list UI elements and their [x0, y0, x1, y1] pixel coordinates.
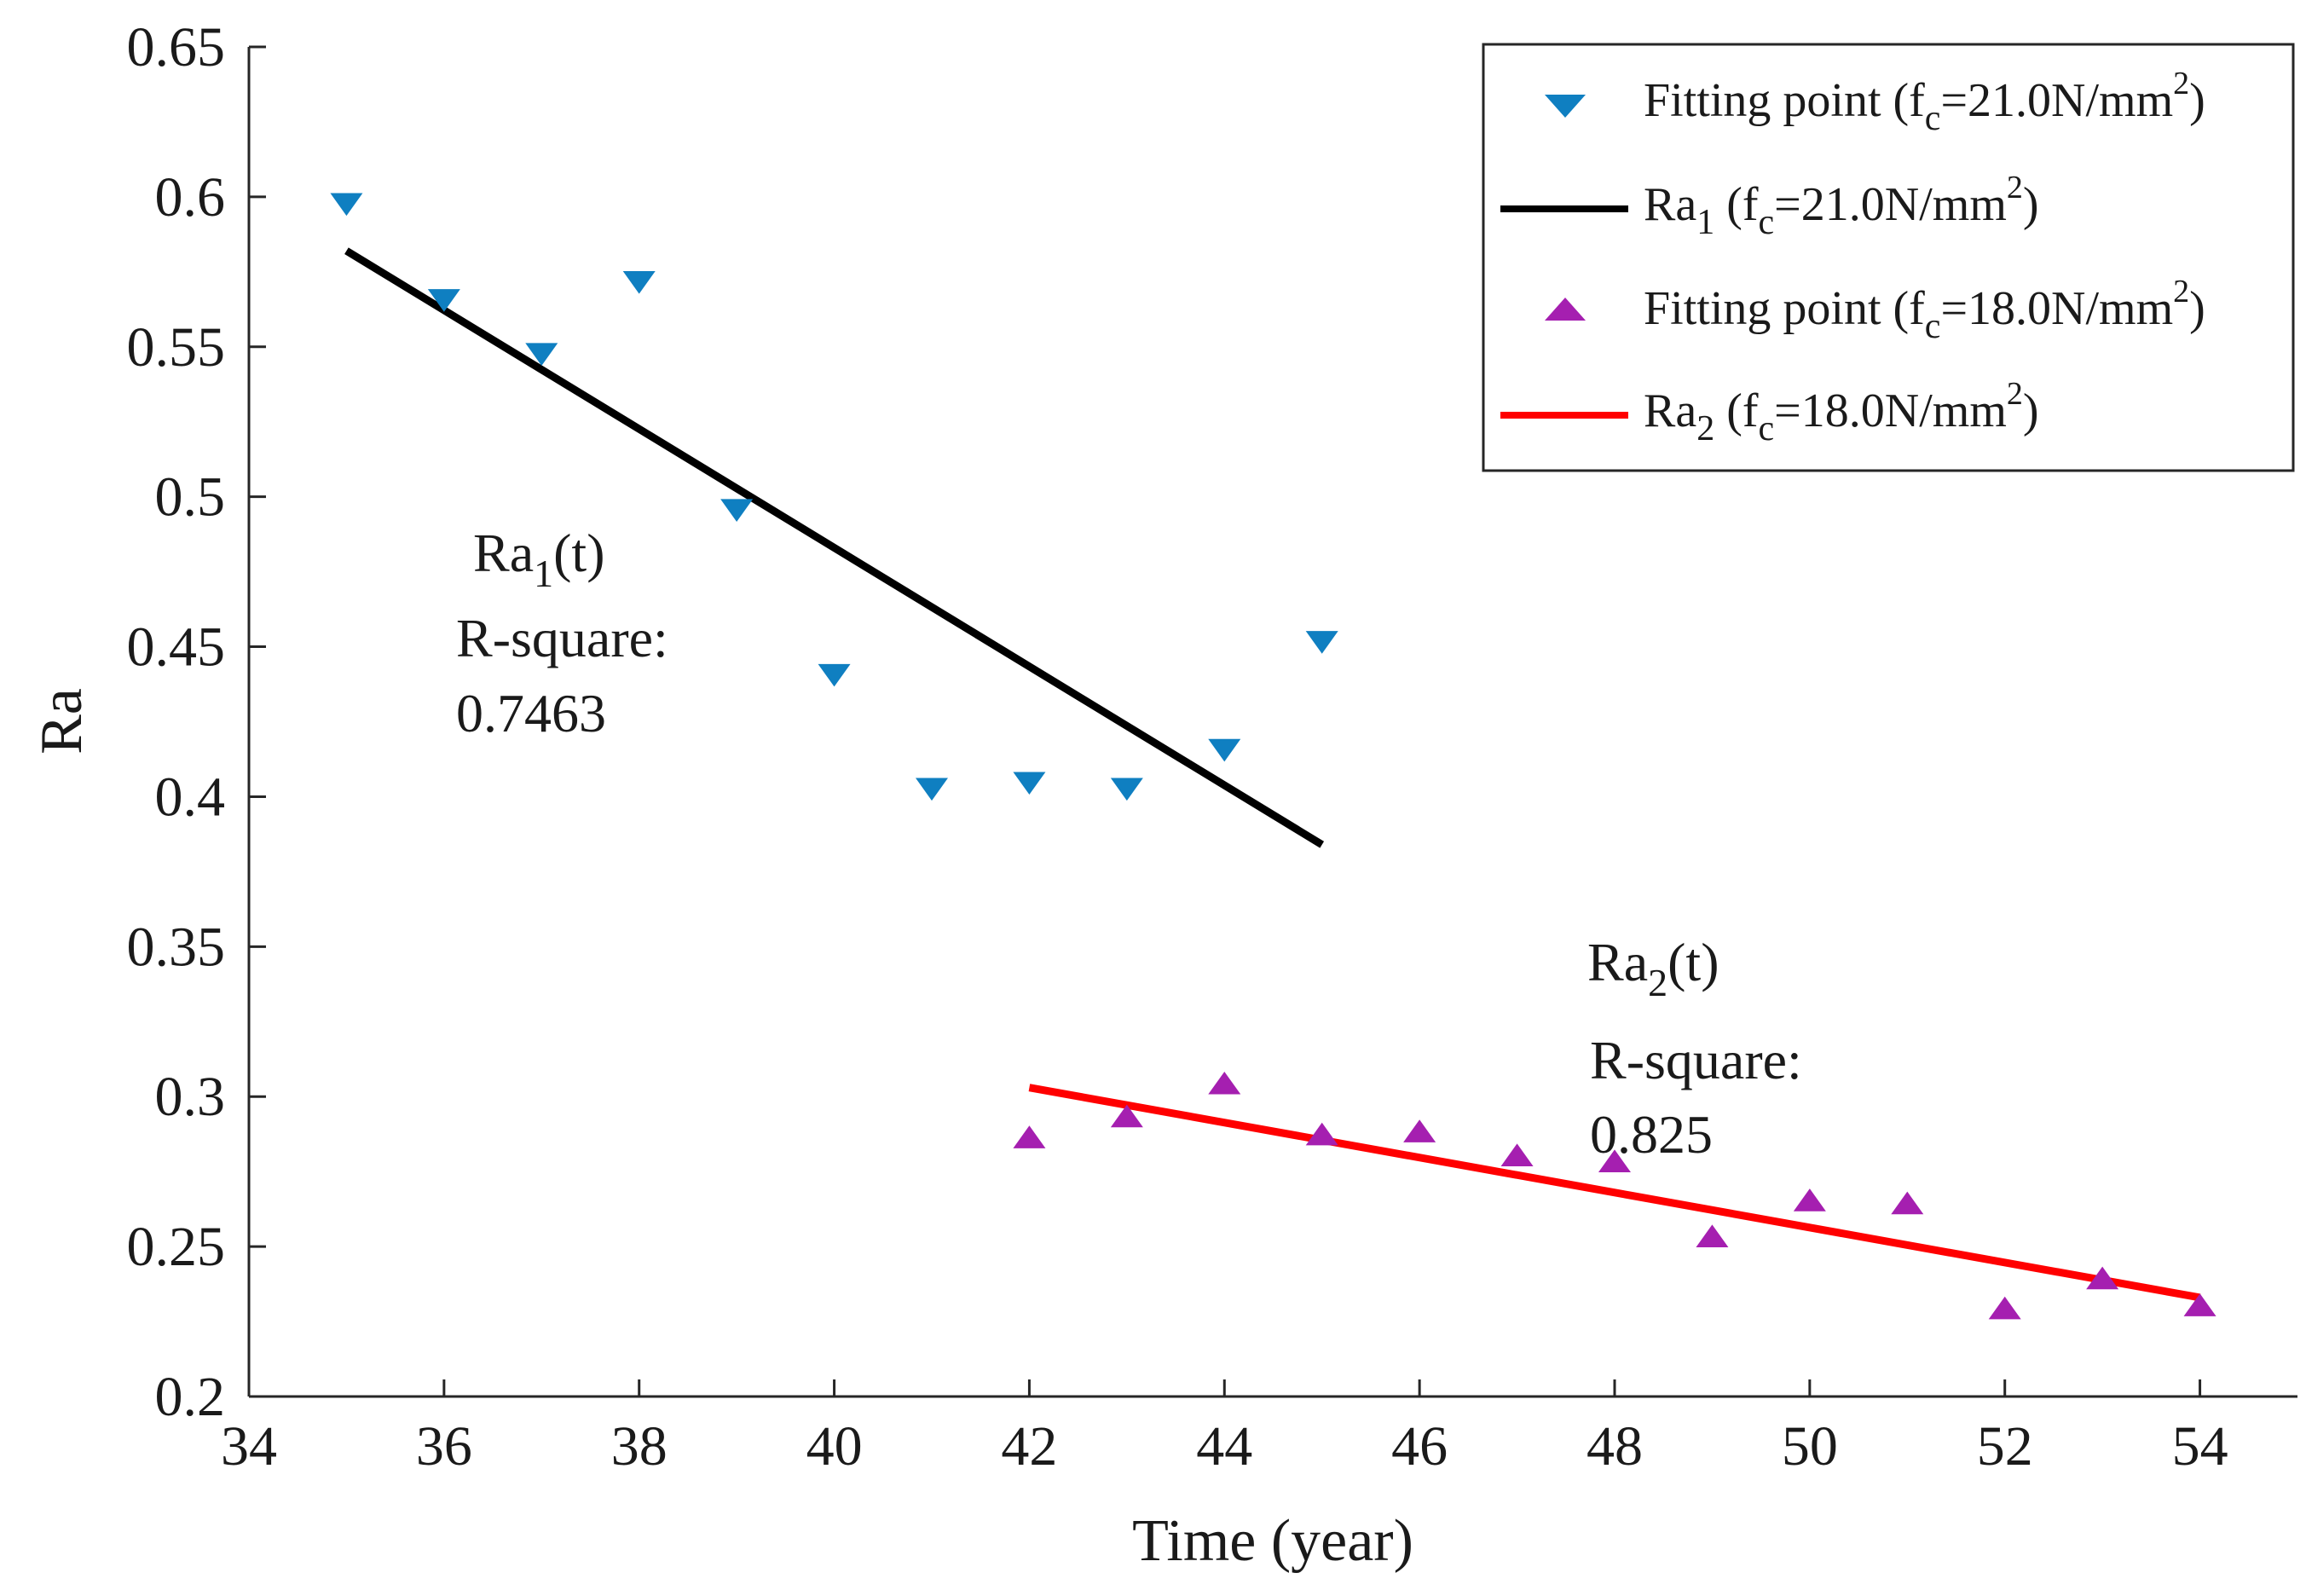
annotation-ra1-rsquare-value: 0.7463	[456, 683, 606, 743]
data-point-fc21	[330, 193, 363, 217]
y-axis-title: Ra	[29, 688, 95, 755]
fit-line-ra1	[344, 247, 1325, 848]
y-tick-label: 0.3	[155, 1066, 226, 1128]
y-tick-label: 0.2	[155, 1366, 226, 1428]
y-tick-label: 0.65	[127, 16, 226, 78]
data-point-fc18	[2086, 1266, 2119, 1290]
data-point-fc21	[622, 270, 656, 294]
annotation-ra2-title: Ra2(t)	[1587, 932, 1719, 1004]
data-point-fc18	[1793, 1188, 1826, 1211]
axes	[247, 47, 2297, 1398]
annotation-ra1-title: Ra1(t)	[473, 523, 605, 595]
x-tick-label: 34	[221, 1415, 277, 1477]
data-point-fc21	[916, 778, 948, 801]
fit-line-ra2	[1028, 1084, 2201, 1302]
x-tick-label: 52	[1977, 1415, 2033, 1477]
data-point-fc18	[1598, 1149, 1631, 1173]
data-point-fc21	[1110, 778, 1143, 801]
data-point-fc18	[2183, 1293, 2216, 1316]
legend-entry-3: Fitting point (fc=18.0N/mm2)	[1644, 274, 2205, 346]
x-tick-label: 54	[2172, 1415, 2228, 1477]
data-point-fc18	[1696, 1224, 1729, 1247]
data-point-fc21	[720, 499, 754, 522]
y-tick-label: 0.5	[155, 466, 226, 529]
data-point-fc21	[1013, 772, 1046, 795]
y-tick-label: 0.45	[127, 616, 226, 679]
legend-marker-triangle-up	[1545, 298, 1586, 321]
annotation-ra1: Ra1(t) R-square: 0.7463	[456, 523, 668, 743]
points	[330, 193, 2216, 1320]
x-tick-label: 50	[1782, 1415, 1838, 1477]
data-point-fc21	[1305, 631, 1338, 654]
fit-lines	[344, 247, 2201, 1302]
data-point-fc18	[1988, 1296, 2021, 1320]
x-tick-label: 40	[806, 1415, 863, 1477]
data-point-fc18	[1110, 1104, 1143, 1128]
data-point-fc21	[818, 663, 851, 687]
data-point-fc21	[427, 289, 460, 312]
legend-entry-2: Ra1 (fc=21.0N/mm2)	[1644, 170, 2039, 242]
legend-entry-1: Fitting point (fc=21.0N/mm2)	[1644, 66, 2205, 138]
data-point-fc18	[1013, 1125, 1046, 1148]
legend-entry-4: Ra2 (fc=18.0N/mm2)	[1644, 376, 2039, 448]
y-tick-label: 0.6	[155, 166, 226, 228]
legend-marker-triangle-down	[1545, 95, 1586, 118]
legend: Fitting point (fc=21.0N/mm2) Ra1 (fc=21.…	[1482, 43, 2295, 472]
data-point-fc18	[1891, 1191, 1924, 1215]
annotation-ra2-rsquare-value: 0.825	[1590, 1104, 1713, 1165]
data-point-fc18	[1305, 1122, 1338, 1146]
y-tick-label: 0.25	[127, 1216, 226, 1278]
legend-box	[1482, 43, 2295, 472]
data-point-fc18	[1208, 1071, 1241, 1095]
x-tick-label: 38	[611, 1415, 668, 1477]
data-point-fc21	[525, 343, 558, 367]
ticks: 34 36 38 40 42 44 46 48 50 52 54 0.2 0.25 0.3 0.35 0.4 0…	[127, 16, 2228, 1477]
y-tick-label: 0.4	[155, 766, 226, 828]
annotation-ra1-rsquare-label: R-square:	[456, 608, 668, 668]
x-axis-title: Time (year)	[1132, 1508, 1413, 1574]
y-tick-label: 0.35	[127, 916, 226, 978]
x-tick-label: 48	[1586, 1415, 1643, 1477]
data-point-fc21	[1208, 738, 1241, 762]
data-point-fc18	[1500, 1143, 1534, 1166]
data-point-fc18	[1403, 1119, 1436, 1142]
x-tick-label: 46	[1391, 1415, 1448, 1477]
y-tick-label: 0.55	[127, 316, 226, 379]
x-tick-label: 44	[1196, 1415, 1252, 1477]
annotation-ra2: Ra2(t) R-square: 0.825	[1587, 932, 1802, 1165]
x-tick-label: 42	[1001, 1415, 1057, 1477]
annotation-ra2-rsquare-label: R-square:	[1590, 1030, 1802, 1090]
x-tick-label: 36	[416, 1415, 472, 1477]
